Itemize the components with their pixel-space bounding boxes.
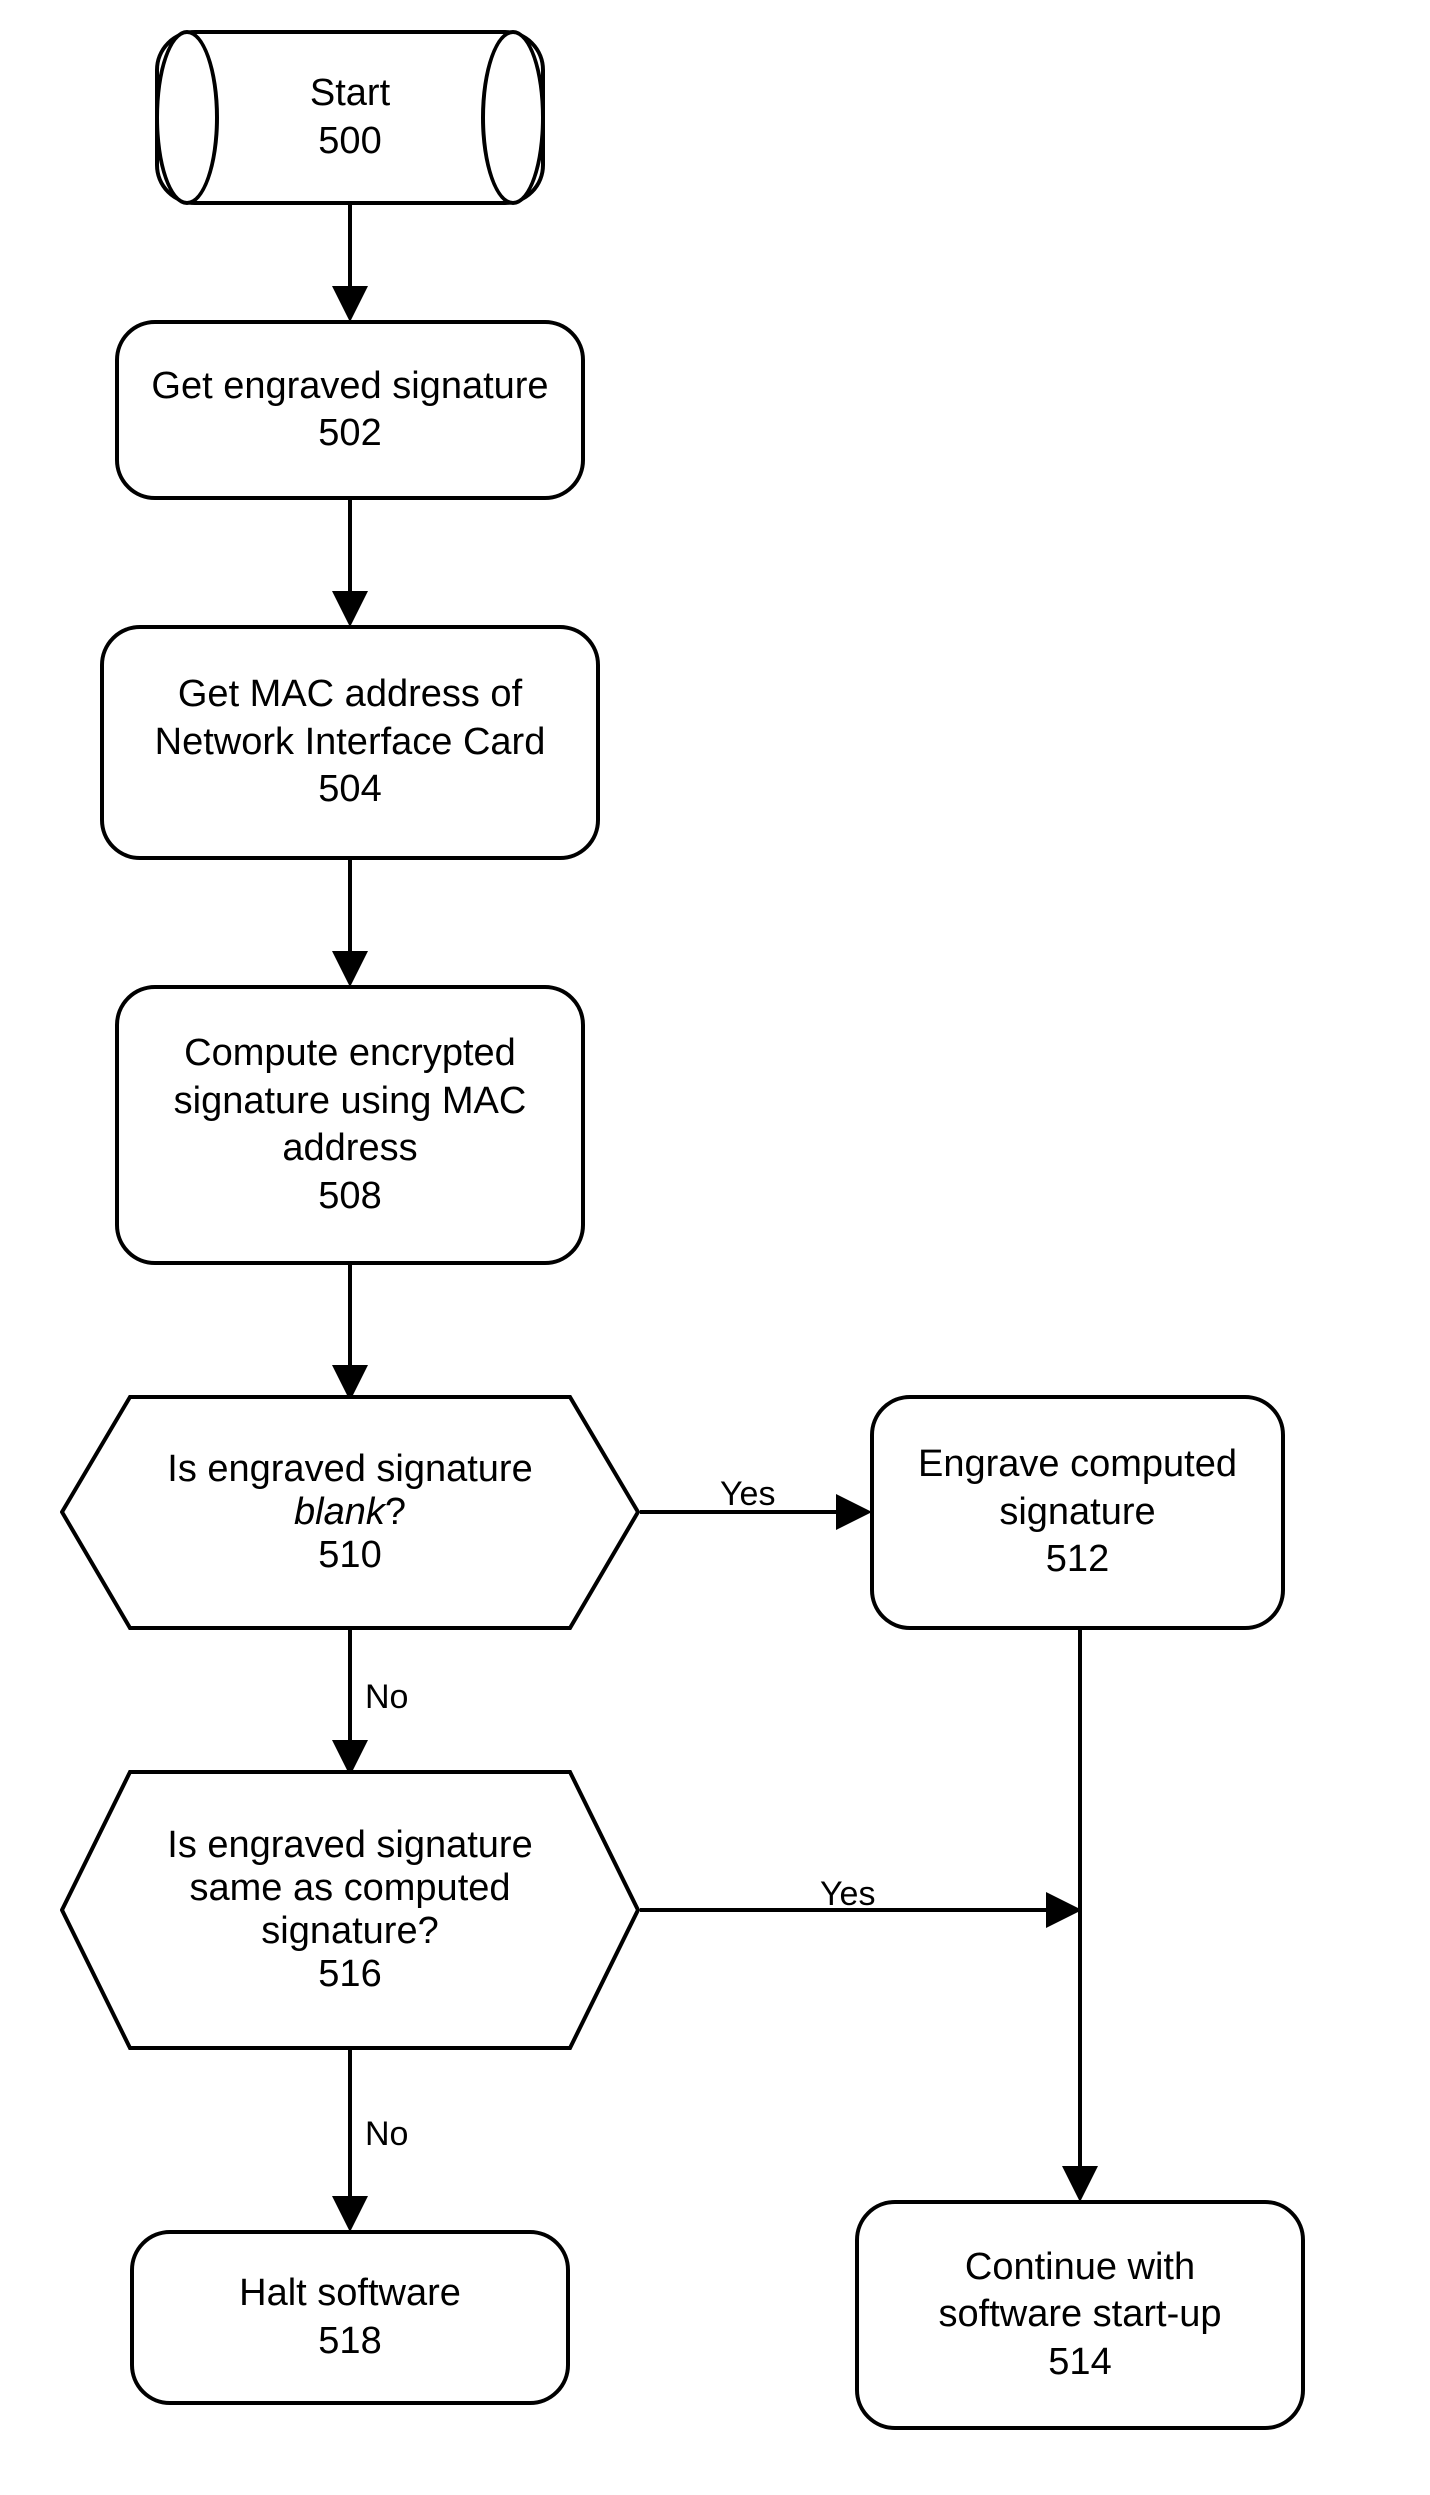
node-504-line1: Get MAC address of	[178, 671, 522, 719]
edge-label-510-yes: Yes	[720, 1475, 775, 1514]
node-514-line1: Continue with	[965, 2244, 1195, 2292]
node-508-line2: signature using MAC	[174, 1078, 527, 1126]
node-512-line2: signature	[999, 1489, 1155, 1537]
node-start-label: Start	[310, 70, 390, 118]
node-514: Continue with software start-up 514	[855, 2200, 1305, 2430]
edge-label-516-no: No	[365, 2115, 408, 2154]
decision-510-qmark: ?	[385, 1491, 406, 1533]
decision-510-line3: 510	[318, 1534, 381, 1577]
node-518: Halt software 518	[130, 2230, 570, 2405]
node-502-line1: Get engraved signature	[151, 363, 548, 411]
decision-516-line3: signature?	[261, 1910, 438, 1953]
edge-label-510-no: No	[365, 1678, 408, 1717]
node-start-ref: 500	[310, 118, 390, 166]
node-504: Get MAC address of Network Interface Car…	[100, 625, 600, 860]
node-508: Compute encrypted signature using MAC ad…	[115, 985, 585, 1265]
node-514-line2: software start-up	[939, 2291, 1222, 2339]
node-504-line2: Network Interface Card	[155, 719, 546, 767]
decision-510: Is engraved signature blank? 510	[60, 1395, 640, 1630]
node-504-line3: 504	[318, 766, 381, 814]
edge-label-516-yes: Yes	[820, 1875, 875, 1914]
decision-516: Is engraved signature same as computed s…	[60, 1770, 640, 2050]
node-508-line4: 508	[318, 1173, 381, 1221]
node-start: Start 500	[155, 30, 545, 205]
node-514-line3: 514	[1048, 2339, 1111, 2387]
decision-516-line1: Is engraved signature	[167, 1824, 532, 1867]
decision-510-line2: blank?	[294, 1491, 406, 1534]
decision-510-line1: Is engraved signature	[167, 1448, 532, 1491]
flowchart-canvas: Start 500 Get engraved signature 502 Get…	[0, 0, 1430, 2495]
node-512: Engrave computed signature 512	[870, 1395, 1285, 1630]
decision-510-italic: blank	[294, 1491, 385, 1533]
decision-516-line4: 516	[318, 1953, 381, 1996]
node-518-line1: Halt software	[239, 2270, 461, 2318]
node-512-line1: Engrave computed	[918, 1441, 1237, 1489]
node-508-line1: Compute encrypted	[184, 1030, 516, 1078]
node-502-line2: 502	[318, 410, 381, 458]
node-502: Get engraved signature 502	[115, 320, 585, 500]
decision-516-line2: same as computed	[189, 1867, 510, 1910]
node-508-line3: address	[282, 1125, 417, 1173]
node-518-line2: 518	[318, 2318, 381, 2366]
node-512-line3: 512	[1046, 1536, 1109, 1584]
